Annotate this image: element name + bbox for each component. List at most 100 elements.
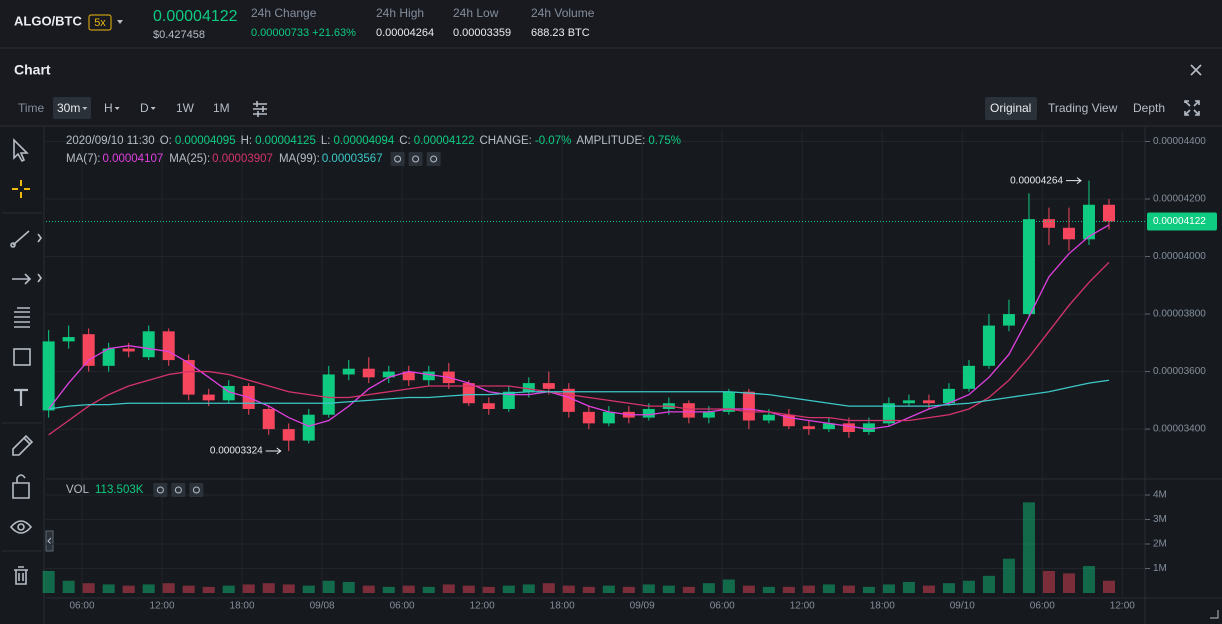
x-tick-label: 18:00 bbox=[870, 601, 895, 612]
cursor-tool[interactable] bbox=[13, 138, 29, 163]
volume-bar bbox=[42, 570, 55, 593]
settings-icon[interactable] bbox=[253, 101, 267, 117]
pair[interactable]: ALGO/BTC bbox=[14, 13, 82, 28]
x-tick-label: 12:00 bbox=[150, 601, 175, 612]
ma-legend-value: 0.00003907 bbox=[212, 153, 273, 165]
legend-button-icon bbox=[192, 486, 200, 494]
volume-bar bbox=[642, 584, 655, 593]
volume-bar bbox=[422, 586, 435, 593]
x-tick-label: 09/09 bbox=[630, 601, 655, 612]
visibility-pupil bbox=[17, 523, 25, 531]
candle-body bbox=[762, 414, 775, 421]
info-value: 0.00004122 bbox=[414, 135, 475, 147]
legend-button-icon bbox=[412, 155, 420, 163]
x-tick-label: 12:00 bbox=[1110, 601, 1135, 612]
interval-caret bbox=[150, 107, 156, 110]
info-value: 0.00004095 bbox=[175, 135, 236, 147]
volume-bar bbox=[762, 586, 775, 593]
info-label: H: bbox=[241, 135, 253, 147]
candle-body bbox=[742, 391, 755, 421]
volume-bar bbox=[102, 584, 115, 593]
collapse-button[interactable] bbox=[45, 530, 54, 552]
interval[interactable]: D bbox=[140, 101, 149, 115]
volume-bar bbox=[362, 585, 375, 593]
volume-bar bbox=[722, 579, 735, 593]
legend-button[interactable] bbox=[426, 152, 441, 166]
fib-tool[interactable] bbox=[14, 307, 30, 328]
stat-label: 24h Low bbox=[453, 6, 499, 20]
interval[interactable]: 1M bbox=[213, 101, 230, 115]
legend-button[interactable] bbox=[408, 152, 423, 166]
info-label: AMPLITUDE: bbox=[576, 135, 645, 147]
volume-bar bbox=[322, 580, 335, 593]
leverage: 5x bbox=[94, 17, 106, 29]
arrow-tool[interactable] bbox=[12, 273, 42, 285]
legend-button[interactable] bbox=[171, 483, 186, 497]
candle-body bbox=[942, 388, 955, 404]
info-value: 0.00004125 bbox=[255, 135, 316, 147]
stat-label: 24h High bbox=[376, 6, 424, 20]
view-tab[interactable]: Depth bbox=[1133, 101, 1165, 115]
fullscreen-icon[interactable] bbox=[1184, 100, 1200, 116]
crosshair-tool[interactable] bbox=[12, 180, 30, 198]
volume-bar bbox=[182, 585, 195, 593]
candle-body bbox=[982, 325, 995, 366]
pen-tool[interactable] bbox=[12, 434, 34, 456]
volume-bar bbox=[542, 583, 555, 593]
info-label: L: bbox=[321, 135, 331, 147]
candle-body bbox=[42, 341, 55, 411]
legend-button-icon bbox=[156, 486, 164, 494]
info-label: CHANGE: bbox=[479, 135, 531, 147]
info-value: 0.00004094 bbox=[333, 135, 394, 147]
interval[interactable]: 30m bbox=[57, 101, 80, 115]
candle-body bbox=[282, 429, 295, 441]
line-tool[interactable] bbox=[12, 230, 42, 246]
volume-bar bbox=[302, 585, 315, 593]
view-tab[interactable]: Original bbox=[990, 101, 1031, 115]
last-price-tag bbox=[1147, 212, 1217, 231]
y-tick-label: 0.00004000 bbox=[1153, 251, 1206, 262]
legend-button[interactable] bbox=[153, 483, 168, 497]
volume-bar bbox=[822, 584, 835, 593]
ma-legend-value: 0.00003567 bbox=[322, 153, 383, 165]
text-tool[interactable] bbox=[14, 388, 28, 406]
interval[interactable]: H bbox=[104, 101, 113, 115]
panel-title: Chart bbox=[14, 62, 51, 78]
candle-body bbox=[362, 368, 375, 378]
caret[interactable] bbox=[117, 20, 123, 24]
resize-handle bbox=[1210, 610, 1219, 619]
shape-tool[interactable] bbox=[13, 348, 31, 366]
legend-button[interactable] bbox=[390, 152, 405, 166]
candle-body bbox=[142, 331, 155, 358]
candle-body bbox=[82, 334, 95, 366]
volume-bar bbox=[262, 583, 275, 593]
ma-legend-name: MA(25): bbox=[169, 153, 210, 165]
candle-body bbox=[302, 414, 315, 441]
lock-tool[interactable] bbox=[12, 474, 30, 499]
line-tool-dot bbox=[10, 242, 16, 248]
candle-body bbox=[582, 411, 595, 424]
info-label: O: bbox=[160, 135, 172, 147]
candle-body bbox=[882, 403, 895, 424]
candle-body bbox=[922, 400, 935, 404]
delete-tool[interactable] bbox=[14, 566, 28, 585]
volume-label: VOL bbox=[66, 484, 90, 496]
collapse-arrow bbox=[47, 537, 52, 545]
ma-line bbox=[48, 224, 1110, 430]
interval[interactable]: 1W bbox=[176, 101, 195, 115]
volume-bar bbox=[802, 585, 815, 593]
visibility-tool[interactable] bbox=[9, 520, 33, 534]
legend-button[interactable] bbox=[189, 483, 204, 497]
volume-bar bbox=[62, 580, 75, 593]
volume-bar bbox=[1022, 502, 1035, 593]
volume-bar bbox=[482, 586, 495, 593]
y-tick-label: 1M bbox=[1153, 563, 1167, 574]
view-tab[interactable]: Trading View bbox=[1048, 101, 1118, 115]
candle-body bbox=[962, 365, 975, 389]
stats: 24h Change 0.00000733 +21.63% 24h High 0.00… bbox=[251, 6, 595, 39]
volume-bar bbox=[662, 585, 675, 593]
volume-bar bbox=[782, 586, 795, 593]
volume-value: 113.503K bbox=[95, 484, 144, 496]
close-icon[interactable] bbox=[1190, 64, 1202, 76]
y-tick-label: 0.00004400 bbox=[1153, 136, 1206, 147]
